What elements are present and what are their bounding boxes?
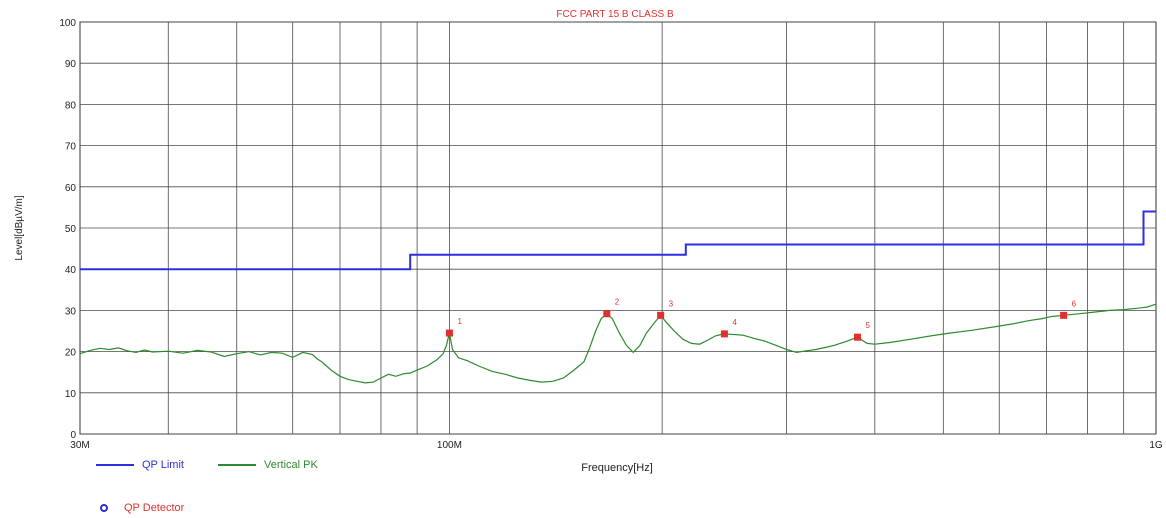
y-tick-label: 100 [59,18,76,29]
peak-marker-2 [603,310,611,318]
legend-qp-limit: QP Limit [96,459,184,471]
y-tick-label: 10 [65,389,77,400]
legend-vertical-pk-swatch [218,464,256,466]
y-axis-label: Level[dBµV/m] [14,195,25,260]
vertical-pk-trace [79,303,1157,384]
y-tick-label: 0 [70,430,76,441]
peak-marker-1 [445,329,453,337]
peak-marker-5 [853,333,861,341]
y-tick-label: 50 [65,224,77,235]
x-axis-label: Frequency[Hz] [581,462,653,474]
peak-marker-label: 1 [457,317,462,326]
peak-marker-label: 4 [732,318,737,327]
y-tick-label: 80 [65,100,77,111]
legend-qp-limit-label: QP Limit [142,459,184,471]
peak-markers: 1 2 3 4 5 6 [445,298,1077,341]
grid-lines [80,21,1156,435]
peak-marker-label: 2 [615,298,620,307]
y-tick-labels: 0 10 20 30 40 50 60 70 80 90 100 [59,18,76,441]
legend-qp-limit-swatch [96,464,134,466]
x-tick-label: 100M [437,440,462,451]
x-tick-label: 30M [70,440,89,451]
x-tick-label: 1G [1149,440,1163,451]
peak-marker-6 [1060,311,1068,319]
y-tick-label: 60 [65,183,77,194]
qp-limit-line [80,210,1156,271]
y-tick-label: 70 [65,142,77,153]
legend-vertical-pk-label: Vertical PK [264,459,318,471]
peak-marker-4 [720,330,728,338]
legend-qp-detector: QP Detector [96,502,184,514]
legend-qp-detector-label: QP Detector [124,502,185,514]
y-tick-label: 40 [65,265,77,276]
qp-detector-icon [100,504,108,512]
x-tick-labels: 30M 100M 1G [70,440,1163,451]
y-tick-label: 90 [65,59,77,70]
y-tick-label: 20 [65,348,77,359]
peak-marker-label: 6 [1072,299,1077,308]
legend-vertical-pk: Vertical PK [218,459,318,471]
peak-marker-label: 3 [669,299,674,308]
y-tick-label: 30 [65,306,77,317]
peak-marker-3 [657,311,665,319]
peak-marker-label: 5 [865,321,870,330]
chart-title: FCC PART 15 B CLASS B [556,9,674,20]
